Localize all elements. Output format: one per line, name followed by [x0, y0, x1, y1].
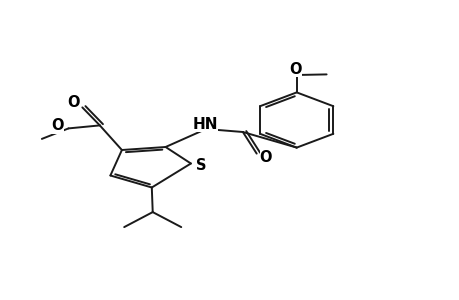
Text: S: S — [196, 158, 206, 173]
Text: HN: HN — [192, 117, 218, 132]
Text: O: O — [51, 118, 64, 134]
Text: O: O — [289, 62, 302, 77]
Text: O: O — [67, 94, 79, 110]
Text: O: O — [259, 150, 272, 165]
